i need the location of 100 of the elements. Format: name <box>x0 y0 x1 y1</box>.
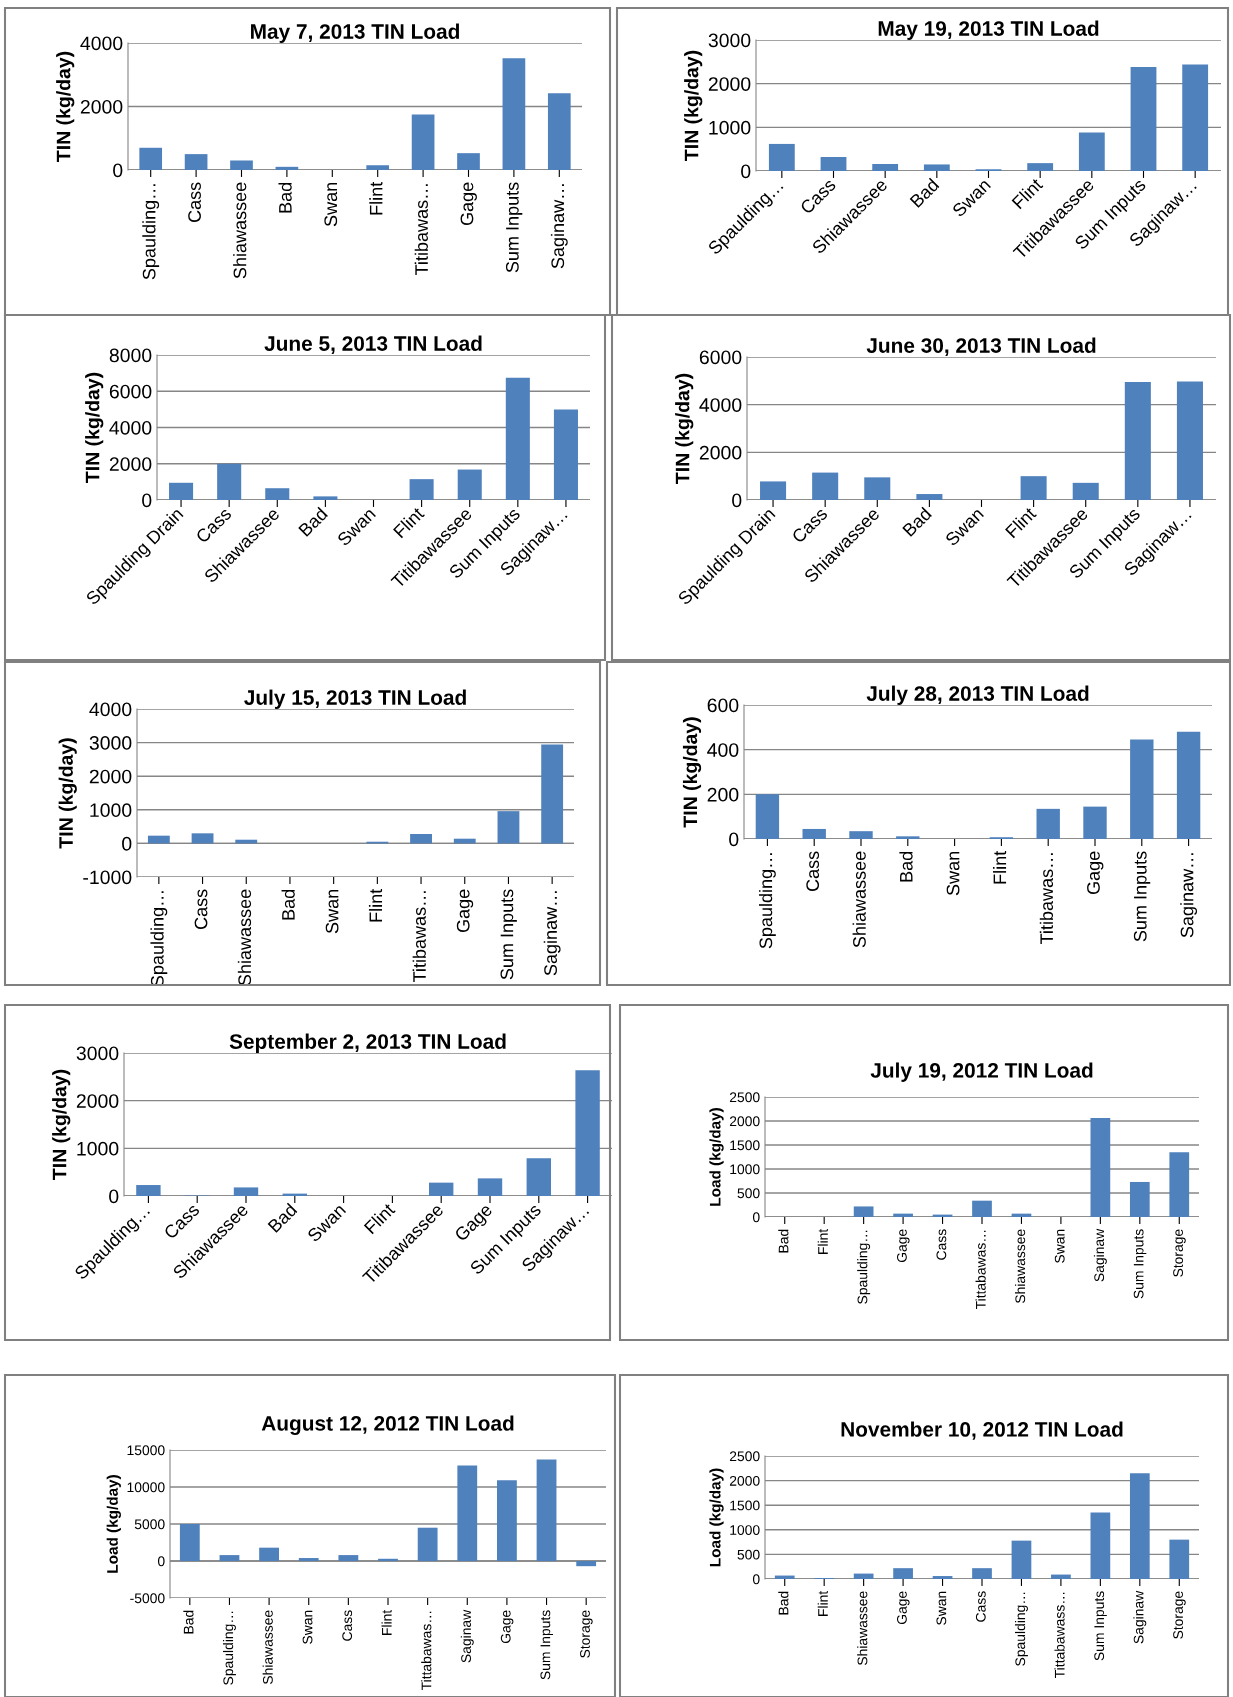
bar <box>502 58 526 170</box>
y-tick-label: 5000 <box>134 1519 165 1530</box>
y-tick-label: 2000 <box>89 769 132 784</box>
bar <box>191 833 214 844</box>
bar <box>338 1555 359 1561</box>
y-tick-label: 0 <box>732 493 742 508</box>
x-tick-label: Spaulding… <box>222 1611 236 1685</box>
x-tick-label: Sum Inputs <box>540 1610 554 1680</box>
x-tick-label: Sum Inputs <box>1094 1591 1107 1661</box>
y-tick-label: 10000 <box>127 1482 165 1493</box>
x-tick-label: Swan <box>946 851 960 896</box>
x-tick-label: Bad <box>278 182 292 213</box>
bar <box>849 831 873 839</box>
bar <box>417 1527 438 1561</box>
bar <box>411 114 435 170</box>
x-tick-label: Sum Inputs <box>500 889 517 980</box>
bar <box>1011 1540 1032 1579</box>
bar <box>1124 382 1151 500</box>
chart-title: August 12, 2012 TIN Load <box>261 1415 514 1435</box>
x-tick-label: Bad <box>778 1591 789 1615</box>
y-tick-label: 1000 <box>730 1164 760 1175</box>
x-tick-label: Storage <box>580 1610 593 1658</box>
y-tick-label: 0 <box>113 163 123 178</box>
y-tick-label: 4000 <box>109 420 152 435</box>
y-axis-title: TIN (kg/day) <box>56 51 75 162</box>
bar <box>1130 67 1157 171</box>
bar <box>536 1459 557 1561</box>
y-tick-label: 1500 <box>730 1500 760 1511</box>
x-tick-label: Spaulding… <box>758 853 776 949</box>
x-tick-label: Flint <box>992 850 1007 884</box>
bar <box>477 1178 503 1196</box>
x-tick-label: Spaulding… <box>1014 1592 1028 1666</box>
bar <box>1169 1539 1190 1579</box>
bar <box>169 482 194 500</box>
bar <box>410 833 432 844</box>
chart-title: June 30, 2013 TIN Load <box>866 337 1096 356</box>
x-tick-label: Flint <box>817 1590 828 1616</box>
y-tick-label: 2000 <box>699 445 742 460</box>
bar <box>1083 806 1107 839</box>
bar <box>768 143 795 171</box>
bar <box>553 409 578 500</box>
chart-title: July 28, 2013 TIN Load <box>866 685 1089 705</box>
bar <box>219 1555 240 1561</box>
bar <box>378 1558 398 1561</box>
x-tick-label: Swan <box>302 1610 313 1644</box>
bar <box>275 166 299 170</box>
bar <box>896 836 920 839</box>
bar <box>872 164 899 171</box>
y-axis-title: TIN (kg/day) <box>682 717 702 828</box>
bar <box>497 811 520 844</box>
x-tick-label: Titibawas… <box>414 184 428 276</box>
x-tick-label: Flint <box>381 1609 392 1635</box>
x-tick-label: Swan <box>325 889 339 934</box>
y-tick-label: 2500 <box>729 1092 760 1103</box>
chart-title: May 19, 2013 TIN Load <box>878 20 1099 40</box>
y-axis-title: Load (kg/day) <box>106 1475 121 1573</box>
y-tick-label: 1500 <box>730 1140 760 1151</box>
x-tick-label: Bad <box>901 506 932 537</box>
bar <box>139 147 163 170</box>
y-tick-label: 600 <box>707 698 739 713</box>
bar <box>916 494 943 500</box>
y-axis-title: TIN (kg/day) <box>58 738 77 849</box>
bar <box>576 1561 597 1567</box>
bar <box>1020 476 1047 500</box>
bar <box>1129 1473 1150 1579</box>
x-tick-label: Saginaw <box>460 1609 474 1663</box>
y-tick-label: 0 <box>122 836 132 851</box>
x-tick-label: Gage <box>896 1591 910 1625</box>
bar <box>179 1524 200 1561</box>
y-tick-label: -5000 <box>130 1593 165 1604</box>
bar <box>1078 132 1105 171</box>
y-axis-title: Load (kg/day) <box>709 1108 724 1206</box>
y-tick-label: 3000 <box>708 33 751 48</box>
x-tick-label: Shiawassee <box>262 1610 273 1685</box>
bar <box>853 1206 874 1217</box>
chart-title: November 10, 2012 TIN Load <box>841 1421 1123 1440</box>
bar <box>457 153 480 170</box>
bar <box>409 479 434 500</box>
x-tick-label: Gage <box>896 1229 910 1263</box>
y-tick-label: 0 <box>142 493 152 508</box>
bar <box>366 165 390 170</box>
bar <box>893 1568 913 1579</box>
bar <box>217 463 242 500</box>
bar <box>972 1568 992 1579</box>
bar <box>760 481 787 500</box>
y-tick-label: 6000 <box>699 350 742 365</box>
y-tick-label: 500 <box>737 1549 760 1560</box>
bar <box>526 1158 551 1196</box>
y-tick-label: 0 <box>109 1189 119 1204</box>
y-tick-label: 2500 <box>729 1451 760 1462</box>
y-tick-label: 0 <box>752 1212 760 1223</box>
chart-title: July 19, 2012 TIN Load <box>870 1062 1093 1082</box>
y-tick-label: 4000 <box>80 36 123 51</box>
bar <box>457 469 482 500</box>
bar <box>541 744 564 844</box>
x-tick-label: Shiawassee <box>237 889 252 986</box>
x-tick-label: Bad <box>899 851 913 882</box>
x-tick-label: Sum Inputs <box>1133 851 1151 942</box>
bar <box>893 1213 913 1217</box>
x-tick-label: Spaulding… <box>142 184 160 280</box>
